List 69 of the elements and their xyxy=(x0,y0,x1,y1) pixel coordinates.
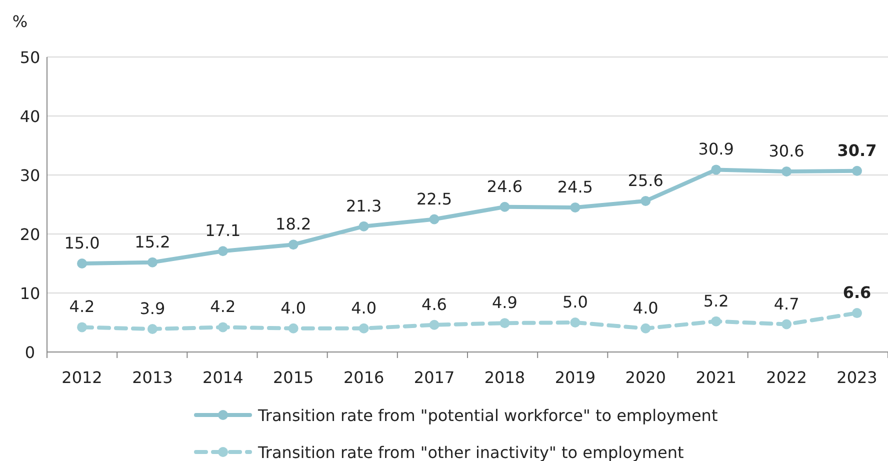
data-label: 24.6 xyxy=(486,176,523,196)
data-label: 15.0 xyxy=(64,234,100,252)
data-label: 4.9 xyxy=(492,293,518,312)
x-tick-label: 2016 xyxy=(343,368,384,387)
point xyxy=(711,316,722,326)
point xyxy=(358,323,369,334)
data-label: 4.6 xyxy=(422,294,447,314)
y-tick-label: 30 xyxy=(20,166,40,185)
legend-label: Transition rate from "other inactivity" to employment xyxy=(257,443,684,461)
data-label: 5.2 xyxy=(703,291,729,310)
point xyxy=(500,318,510,328)
point xyxy=(782,319,792,330)
point xyxy=(77,322,87,332)
x-tick-label: 2012 xyxy=(62,368,102,387)
x-tick-label: 2022 xyxy=(766,368,807,387)
point xyxy=(288,323,298,334)
x-tick-label: 2021 xyxy=(696,368,736,387)
data-label: 21.3 xyxy=(346,196,382,216)
point xyxy=(218,246,228,256)
point xyxy=(218,322,228,332)
data-label: 5.0 xyxy=(562,292,588,312)
data-label: 24.5 xyxy=(557,177,593,196)
data-label: 18.2 xyxy=(276,214,312,234)
x-tick-label: 2019 xyxy=(554,368,596,387)
data-label: 4.2 xyxy=(69,297,95,316)
point xyxy=(782,166,792,176)
point xyxy=(500,202,510,212)
data-label: 22.5 xyxy=(416,189,452,208)
data-label: 4.0 xyxy=(632,298,658,318)
point xyxy=(147,257,158,268)
data-label: 30.6 xyxy=(768,141,804,160)
point xyxy=(288,240,298,250)
data-label: 4.2 xyxy=(210,297,236,316)
point xyxy=(77,258,87,268)
point xyxy=(640,323,651,334)
data-label: 4.7 xyxy=(774,294,800,314)
y-tick-label: 10 xyxy=(20,284,40,303)
point xyxy=(570,202,580,212)
data-label: 30.7 xyxy=(837,140,877,160)
y-axis-title: % xyxy=(12,12,28,31)
x-tick-label: 2018 xyxy=(484,368,526,387)
point xyxy=(570,318,580,328)
x-tick-label: 2017 xyxy=(414,368,455,387)
data-label: 30.9 xyxy=(698,140,734,159)
point xyxy=(429,214,440,224)
point xyxy=(711,164,722,175)
point xyxy=(147,324,158,334)
point xyxy=(852,308,862,318)
x-tick-label: 2023 xyxy=(836,368,878,387)
data-label: 6.6 xyxy=(842,283,872,302)
legend-label: Transition rate from "potential workforce" to employment xyxy=(257,406,718,425)
y-tick-label: 50 xyxy=(20,48,40,67)
point xyxy=(640,196,651,206)
y-tick-label: 40 xyxy=(20,107,40,126)
data-label: 25.6 xyxy=(628,170,664,190)
point xyxy=(429,320,440,330)
point xyxy=(852,166,862,176)
x-tick-label: 2015 xyxy=(273,368,314,387)
point xyxy=(358,221,369,232)
x-tick-label: 2013 xyxy=(132,368,173,387)
y-tick-label: 20 xyxy=(20,225,40,244)
y-tick-label: 0 xyxy=(24,343,36,362)
data-label: 4.0 xyxy=(351,298,377,318)
data-label: 15.2 xyxy=(134,232,170,252)
data-label: 3.9 xyxy=(140,298,166,318)
data-label: 17.1 xyxy=(205,221,241,240)
x-tick-label: 2014 xyxy=(202,368,244,387)
x-tick-label: 2020 xyxy=(625,368,666,387)
data-label: 4.0 xyxy=(280,298,306,318)
